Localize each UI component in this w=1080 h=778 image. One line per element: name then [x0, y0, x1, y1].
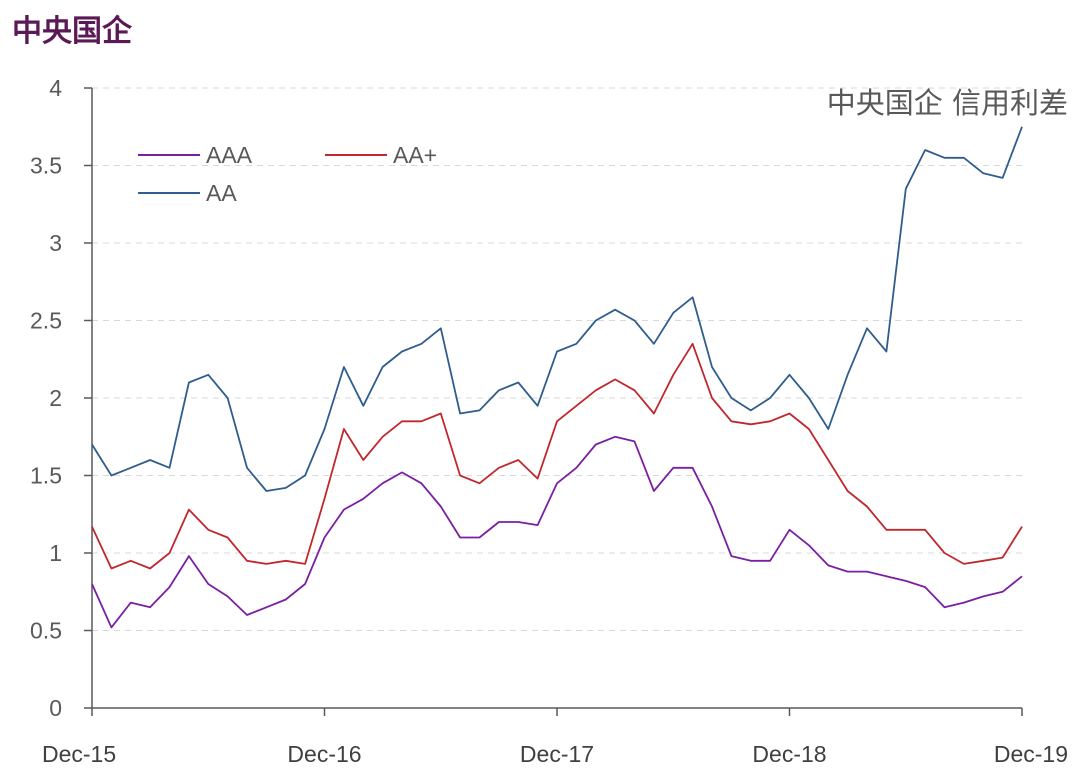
y-tick-label: 1: [49, 540, 62, 566]
series-lines: [91, 126, 1023, 629]
x-axis-ticks: Dec-15 Dec-16 Dec-17 Dec-18 Dec-19: [42, 708, 1068, 767]
series-line-aaplus: [91, 342, 1023, 570]
legend-label: AAA: [206, 142, 253, 168]
x-tick-label: Dec-15: [42, 741, 116, 767]
y-tick-label: 0.5: [30, 618, 62, 644]
page-title: 中央国企: [12, 14, 132, 49]
grid-lines: [92, 87, 1022, 631]
x-tick-label: Dec-19: [994, 741, 1068, 767]
y-tick-label: 2: [49, 385, 62, 411]
series-line-aaa: [91, 435, 1023, 629]
x-tick-label: Dec-17: [520, 741, 594, 767]
legend-label: AA+: [393, 142, 437, 168]
legend: AAA AA+ AA: [138, 142, 437, 206]
y-tick-label: 1.5: [30, 463, 62, 489]
chart-title: 中央国企 信用利差: [827, 86, 1068, 120]
legend-label: AA: [206, 180, 237, 206]
y-tick-label: 3: [49, 230, 62, 256]
y-tick-label: 2.5: [30, 308, 62, 334]
y-axis-ticks: 0 0.5 1 1.5 2 2.5 3 3.5 4: [30, 75, 92, 721]
y-tick-label: 0: [49, 695, 62, 721]
series-line-aa: [91, 126, 1023, 492]
x-tick-label: Dec-16: [287, 741, 361, 767]
x-tick-label: Dec-18: [752, 741, 826, 767]
y-tick-label: 3.5: [30, 153, 62, 179]
y-tick-label: 4: [49, 75, 62, 101]
